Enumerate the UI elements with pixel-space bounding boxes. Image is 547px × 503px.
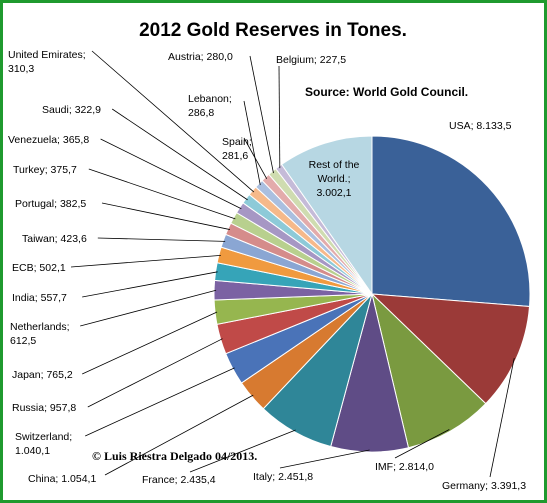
pie-slice-usa [371,135,531,308]
leader-line-lebanon [243,100,261,186]
slice-label-turkey: Turkey; 375,7 [13,164,77,176]
slice-labels: USA; 8.133,5 Germany; 3.391,3 IMF; 2.814,0… [8,49,526,492]
slice-label-italy: Italy; 2.451,8 [253,471,313,483]
pie-slice-germany [370,293,531,405]
slice-label-lebanon: Lebanon; 286,8 [188,93,232,119]
leader-line-belgium [278,65,281,169]
slice-label-united-emirates: United Emirates; 310,3 [8,49,86,75]
pie-slice-imf [371,292,487,449]
slice-label-spain: Spain; 281,6 [222,136,252,162]
leader-line-germany [489,357,515,478]
leader-line-spain [243,137,268,180]
slice-label-germany: Germany; 3.391,3 [442,480,526,492]
slice-label-switzerland: Switzerland; 1.040,1 [15,431,72,457]
slice-label-japan: Japan; 765,2 [12,369,73,381]
pie-slice-rest-of-the-world [280,135,373,296]
pie-slices [213,135,531,453]
leader-line-switzerland [85,367,235,437]
leader-line-portugal [101,202,231,230]
slice-label-china: China; 1.054,1 [28,473,96,485]
slice-label-rest-of-the-world: Rest of the World.; 3.002,1 [309,159,360,199]
slice-label-saudi: Saudi; 322,9 [42,104,101,116]
leader-line-ecb [70,254,221,268]
slice-label-belgium: Belgium; 227,5 [276,54,346,66]
leader-line-japan [82,311,218,375]
chart-credit: © Luis Riestra Delgado 04/2013. [92,449,257,463]
slice-label-netherlands: Netherlands; 612,5 [10,321,70,347]
leader-lines [70,50,515,478]
slice-label-ecb: ECB; 502,1 [12,262,66,274]
slice-label-portugal: Portugal; 382,5 [15,198,86,210]
leader-line-saudi [111,108,248,201]
slice-label-usa: USA; 8.133,5 [449,120,512,132]
leader-line-netherlands [80,289,217,327]
slice-label-russia: Russia; 957,8 [12,402,76,414]
slice-label-india: India; 557,7 [12,292,67,304]
leader-line-venezuela [100,138,242,210]
chart-title: 2012 Gold Reserves in Tones. [139,20,407,41]
leader-line-india [82,271,218,298]
leader-line-italy [279,449,370,469]
slice-label-taiwan: Taiwan; 423,6 [22,233,87,245]
slice-label-imf: IMF; 2.814,0 [375,461,434,473]
leader-line-austria [249,55,274,174]
slice-label-austria: Austria; 280,0 [168,51,233,63]
leader-line-china [104,394,254,476]
slice-label-france: France; 2.435,4 [142,474,216,486]
leader-line-united-emirates [91,50,255,193]
leader-line-russia [87,338,223,408]
chart-source: Source: World Gold Council. [305,85,468,99]
leader-line-taiwan [97,237,226,242]
slice-label-venezuela: Venezuela; 365,8 [8,134,89,146]
leader-line-france [189,429,296,473]
leader-line-turkey [88,168,236,220]
leader-line-imf [394,429,450,459]
